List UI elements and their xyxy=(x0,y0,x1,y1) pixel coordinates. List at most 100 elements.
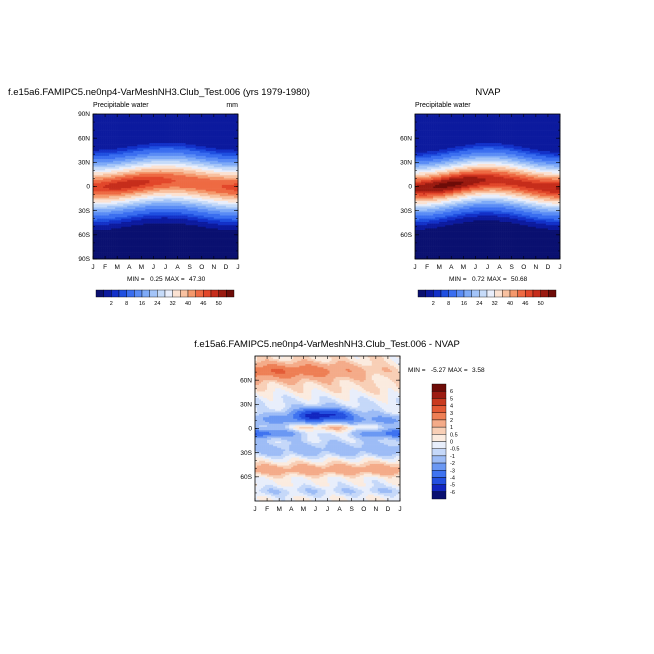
contour-cell xyxy=(117,226,120,229)
contour-cell xyxy=(101,246,104,249)
contour-cell xyxy=(127,246,130,249)
contour-cell xyxy=(95,230,98,232)
contour-cell xyxy=(117,223,120,226)
contour-cell xyxy=(135,131,138,134)
contour-cell xyxy=(97,115,100,118)
contour-cell xyxy=(127,230,130,232)
contour-cell xyxy=(111,228,114,231)
contour-cell xyxy=(101,217,104,220)
contour-cell xyxy=(105,238,108,240)
contour-cell xyxy=(109,180,112,182)
contour-cell xyxy=(113,167,116,170)
contour-cell xyxy=(99,170,102,173)
contour-cell xyxy=(133,159,136,162)
contour-cell xyxy=(133,130,136,133)
contour-cell xyxy=(101,172,104,174)
contour-cell xyxy=(103,201,106,203)
contour-cell xyxy=(135,168,138,171)
contour-cell xyxy=(109,120,112,123)
contour-cell xyxy=(99,155,102,158)
contour-cell xyxy=(97,159,100,162)
contour-cell xyxy=(131,114,134,116)
contour-cell xyxy=(115,188,118,191)
contour-cell xyxy=(123,233,126,236)
contour-cell xyxy=(125,210,128,213)
contour-cell xyxy=(101,230,104,232)
contour-cell xyxy=(131,122,134,124)
contour-cell xyxy=(109,170,112,173)
contour-cell xyxy=(121,133,124,136)
contour-cell xyxy=(95,184,98,187)
contour-cell xyxy=(133,173,136,176)
contour-cell xyxy=(137,122,140,124)
contour-cell xyxy=(123,136,126,139)
contour-cell xyxy=(131,255,134,258)
contour-cell xyxy=(119,155,122,158)
contour-cell xyxy=(129,189,132,192)
contour-cell xyxy=(109,236,112,239)
contour-cell xyxy=(97,143,100,145)
contour-cell xyxy=(133,146,136,149)
contour-cell xyxy=(107,115,110,118)
contour-cell xyxy=(111,218,114,221)
contour-cell xyxy=(123,138,126,141)
contour-cell xyxy=(103,233,106,236)
contour-cell xyxy=(109,172,112,174)
contour-cell xyxy=(105,191,108,194)
contour-cell xyxy=(135,143,138,145)
contour-cell xyxy=(131,199,134,202)
contour-cell xyxy=(125,154,128,157)
contour-cell xyxy=(121,136,124,139)
contour-cell xyxy=(111,163,114,166)
contour-cell xyxy=(135,234,138,237)
contour-cell xyxy=(135,146,138,149)
contour-cell xyxy=(103,125,106,128)
contour-cell xyxy=(113,192,116,195)
contour-cell xyxy=(119,159,122,162)
contour-cell xyxy=(95,163,98,166)
contour-cell xyxy=(107,151,110,153)
contour-cell xyxy=(107,210,110,213)
contour-cell xyxy=(131,147,134,150)
contour-cell xyxy=(133,170,136,173)
contour-cell xyxy=(131,191,134,194)
contour-cell xyxy=(131,165,134,168)
contour-cell xyxy=(129,183,132,186)
contour-cell xyxy=(97,118,100,121)
contour-cell xyxy=(133,238,136,240)
contour-cell xyxy=(125,184,128,187)
contour-cell xyxy=(97,241,100,244)
contour-cell xyxy=(113,123,116,126)
contour-cell xyxy=(109,188,112,191)
contour-cell xyxy=(113,125,116,128)
contour-cell xyxy=(135,257,138,260)
contour-cell xyxy=(119,233,122,236)
contour-cell xyxy=(135,202,138,205)
contour-cell xyxy=(113,139,116,142)
contour-cell xyxy=(105,138,108,141)
contour-cell xyxy=(123,247,126,250)
contour-cell xyxy=(119,199,122,202)
contour-cell xyxy=(127,136,130,139)
contour-cell xyxy=(119,213,122,216)
contour-cell xyxy=(105,210,108,213)
contour-cell xyxy=(101,115,104,118)
contour-cell xyxy=(121,131,124,134)
contour-cell xyxy=(93,191,96,194)
contour-cell xyxy=(93,228,96,231)
contour-cell xyxy=(115,226,118,229)
contour-cell xyxy=(113,202,116,205)
contour-cell xyxy=(135,205,138,208)
contour-cell xyxy=(133,209,136,211)
contour-cell xyxy=(125,183,128,186)
contour-cell xyxy=(105,250,108,253)
contour-cell xyxy=(97,181,100,184)
contour-cell xyxy=(131,213,134,216)
contour-cell xyxy=(129,201,132,203)
contour-cell xyxy=(125,242,128,245)
contour-cell xyxy=(119,188,122,191)
contour-cell xyxy=(111,120,114,123)
contour-cell xyxy=(113,191,116,194)
contour-cell xyxy=(133,197,136,200)
contour-cell xyxy=(125,143,128,145)
